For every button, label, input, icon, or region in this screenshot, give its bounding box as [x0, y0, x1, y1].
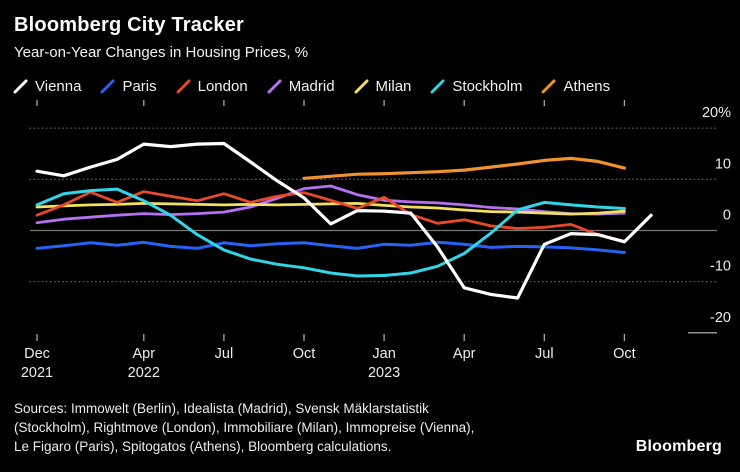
- y-tick-label: 20%: [702, 105, 731, 121]
- month-label: Oct: [293, 346, 316, 362]
- legend-item-vienna: Vienna: [13, 78, 81, 95]
- x-axis-labels: Dec 2021 Apr 2022 Jul Oct Jan 2023 Apr Jul Oct: [21, 346, 636, 381]
- page-title: Bloomberg City Tracker: [14, 14, 245, 36]
- y-axis-labels: 20% 10 0 -10 -20: [702, 105, 731, 326]
- line-milan: [35, 201, 626, 216]
- year-label: 2021: [21, 365, 53, 381]
- legend-label: Paris: [122, 78, 157, 95]
- legend-label: Milan: [375, 78, 412, 95]
- chart-legend: Vienna Paris London Madrid Milan Stockholm Ath…: [13, 78, 610, 95]
- gridlines: [29, 127, 718, 334]
- line-madrid: [35, 184, 626, 225]
- madrid-color-swatch: [267, 79, 282, 94]
- year-label: 2022: [128, 365, 160, 381]
- london-color-swatch: [176, 79, 191, 94]
- legend-item-london: London: [176, 78, 248, 95]
- x-axis-ticks: [36, 100, 626, 341]
- legend-item-stockholm: Stockholm: [430, 78, 522, 95]
- sources-line-3: Le Figaro (Paris), Spitogatos (Athens), …: [14, 439, 392, 454]
- legend-item-madrid: Madrid: [267, 78, 335, 95]
- month-label: Apr: [133, 346, 156, 362]
- page-subtitle: Year-on-Year Changes in Housing Prices, …: [14, 44, 309, 61]
- month-label: Dec: [24, 346, 50, 362]
- month-label: Oct: [613, 346, 636, 362]
- sources-line-1: Sources: Immowelt (Berlin), Idealista (M…: [14, 401, 429, 416]
- month-label: Apr: [453, 346, 476, 362]
- legend-label: Madrid: [288, 78, 335, 95]
- y-tick-label: -10: [710, 259, 731, 275]
- y-tick-label: 0: [723, 208, 731, 224]
- legend-item-milan: Milan: [354, 78, 412, 95]
- bloomberg-logo: Bloomberg: [635, 438, 722, 455]
- stockholm-color-swatch: [430, 79, 445, 94]
- legend-label: Stockholm: [452, 78, 523, 95]
- legend-item-paris: Paris: [100, 78, 157, 95]
- line-athens: [302, 156, 627, 180]
- month-label: Jul: [215, 346, 234, 362]
- sources-note: Sources: Immowelt (Berlin), Idealista (M…: [14, 399, 474, 456]
- line-paris: [35, 240, 626, 254]
- month-label: Jan: [372, 346, 395, 362]
- y-tick-label: 10: [715, 156, 731, 172]
- line-london: [35, 190, 626, 243]
- legend-label: Vienna: [35, 78, 82, 95]
- paris-color-swatch: [100, 79, 115, 94]
- month-label: Jul: [535, 346, 554, 362]
- year-label: 2023: [368, 365, 400, 381]
- series-lines: [35, 141, 653, 300]
- milan-color-swatch: [354, 79, 369, 94]
- y-tick-label: -20: [710, 310, 731, 326]
- legend-label: London: [197, 78, 248, 95]
- athens-color-swatch: [541, 79, 556, 94]
- legend-label: Athens: [563, 78, 611, 95]
- line-stockholm: [35, 187, 626, 278]
- line-vienna: [35, 141, 653, 300]
- vienna-color-swatch: [13, 79, 28, 94]
- sources-line-2: (Stockholm), Rightmove (London), Immobil…: [14, 420, 475, 435]
- legend-item-athens: Athens: [541, 78, 610, 95]
